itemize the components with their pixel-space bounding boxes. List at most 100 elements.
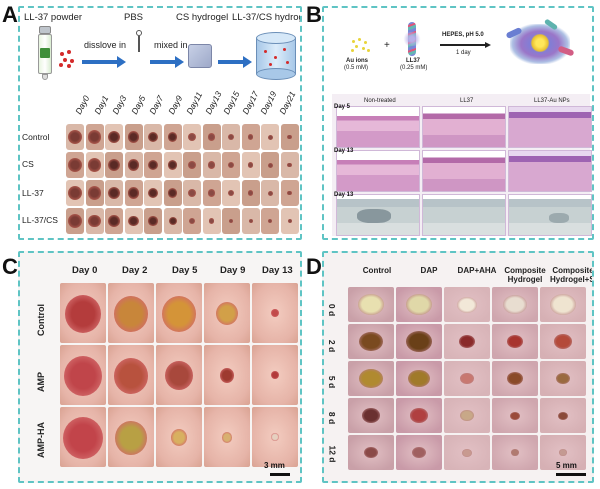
wound-photo <box>540 324 586 359</box>
wound-area <box>107 130 121 144</box>
wound-photo <box>280 152 299 178</box>
wound-area <box>65 295 101 333</box>
wound-area <box>287 190 292 196</box>
wound-photo <box>222 152 240 178</box>
reaction-arrow-icon <box>440 42 492 48</box>
histology-image <box>422 150 506 192</box>
panel-a-letter: A <box>2 2 18 27</box>
wound-area <box>503 294 527 315</box>
histology-image <box>422 194 506 236</box>
wound-photo <box>261 208 279 234</box>
row-label-control: Control <box>36 304 46 336</box>
wound-area <box>167 188 178 198</box>
scale-bar-label: 5 mm <box>556 461 577 470</box>
hydrogel-block-icon <box>188 44 212 68</box>
wound-photo <box>444 398 490 433</box>
ll37-au-nanoparticle-icon <box>504 18 576 72</box>
wound-area <box>148 216 158 226</box>
reagent-ll37-label: LL37 <box>406 58 421 64</box>
row-label-8d: 8 d <box>327 411 338 425</box>
wound-area <box>127 131 140 143</box>
wound-photo <box>252 345 298 405</box>
wound-photo <box>252 407 298 467</box>
panel-d: 0 d 2 d 5 d 8 d 12 d 5 mm Control DAP DAP+… <box>322 251 594 483</box>
wound-photo <box>202 208 221 234</box>
histology-image <box>336 150 420 192</box>
column-label: Hydrogel+SSL <box>550 275 592 284</box>
wound-area <box>227 189 235 197</box>
wound-area <box>114 358 148 394</box>
wound-area <box>107 186 121 200</box>
reagent-au-label: Au ions <box>346 58 368 64</box>
stained-region <box>549 213 569 223</box>
plus-sign: + <box>384 40 390 51</box>
row-label-0d: 0 d <box>327 303 338 317</box>
reagent-ll37-conc: (0.25 mM) <box>400 65 428 71</box>
wound-area <box>108 215 120 227</box>
step-ll37-cs-hydrogel: LL-37/CS hydrogel <box>232 12 300 23</box>
wound-area <box>268 219 272 223</box>
day-label: Day7 <box>147 93 166 116</box>
wound-photo <box>492 361 538 396</box>
wound-photo <box>202 152 221 178</box>
wound-photo <box>156 407 202 467</box>
wound-area <box>460 409 474 422</box>
wound-photo <box>252 283 298 343</box>
wound-area <box>507 335 523 348</box>
wound-photo <box>241 124 260 150</box>
wound-photo <box>540 435 586 470</box>
wound-photo <box>222 208 240 234</box>
panel-b-letter: B <box>306 2 322 27</box>
panel-c-letter: C <box>2 254 18 279</box>
row-label-amp: AMP <box>36 372 46 392</box>
day-label: Day0 <box>73 93 92 116</box>
reaction-condition: HEPES, pH 5.0 <box>442 32 484 38</box>
au-ions-icon <box>350 38 372 54</box>
vial-icon <box>38 26 52 80</box>
wound-photo <box>348 398 394 433</box>
wound-area <box>68 186 82 200</box>
wound-area <box>267 134 273 140</box>
wound-photo <box>444 361 490 396</box>
wound-photo <box>492 324 538 359</box>
reaction-time: 1 day <box>456 50 471 56</box>
wound-area <box>167 132 178 142</box>
wound-area <box>167 160 178 170</box>
arrow-right-icon <box>150 56 184 68</box>
arrow-label-mixed: mixed in <box>154 40 188 50</box>
wound-photo <box>444 287 490 322</box>
wound-area <box>88 214 101 228</box>
wound-photo <box>183 208 201 234</box>
wound-photo <box>492 287 538 322</box>
wound-photo <box>124 152 143 178</box>
wound-area <box>462 448 472 457</box>
wound-area <box>358 294 384 315</box>
column-label: DAP+AHA <box>457 266 497 275</box>
panel-d-letter: D <box>306 254 322 279</box>
column-label-ll37: LL37 <box>460 98 474 104</box>
wound-area <box>554 334 572 349</box>
row-label-cs: CS <box>22 159 34 169</box>
wound-area <box>359 331 383 352</box>
wound-photo <box>280 180 299 206</box>
day-label: Day3 <box>110 93 129 116</box>
row-label-5d: 5 d <box>327 375 338 389</box>
wound-photo <box>241 180 260 206</box>
arrow-right-icon <box>82 56 126 68</box>
wound-photo <box>85 208 104 234</box>
wound-area <box>220 368 234 383</box>
wound-area <box>115 421 147 455</box>
row-label-amp-ha: AMP-HA <box>36 422 46 458</box>
column-label: Hydrogel <box>507 275 543 284</box>
wound-photo <box>144 152 162 178</box>
wound-area <box>127 159 140 171</box>
wound-photo <box>444 324 490 359</box>
wound-area <box>271 371 279 380</box>
wound-area <box>247 134 254 140</box>
wound-area <box>68 130 82 144</box>
wound-area <box>64 356 102 396</box>
wound-area <box>87 130 102 144</box>
wound-photo <box>156 345 202 405</box>
scale-bar-label: 3 mm <box>264 461 285 470</box>
wound-photo <box>202 124 221 150</box>
